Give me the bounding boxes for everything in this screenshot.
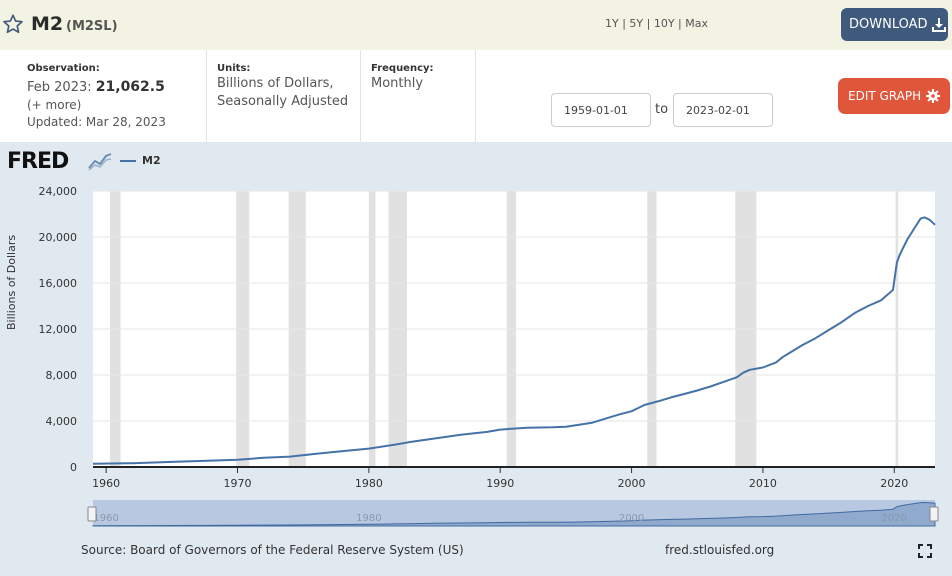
series-header: M2 (M2SL) DOWNLOAD — [0, 0, 952, 50]
more-link[interactable]: (+ more) — [27, 98, 82, 112]
series-line-m2 — [92, 216, 936, 465]
x-tick-label: 2010 — [749, 477, 777, 490]
edit-graph-label: EDIT GRAPH — [848, 89, 922, 103]
frequency-column: Frequency: Monthly — [361, 50, 476, 142]
range-1y[interactable]: 1Y — [605, 17, 619, 30]
source-note: Source: Board of Governors of the Federa… — [81, 543, 464, 557]
download-icon — [931, 17, 946, 32]
range-10y[interactable]: 10Y — [653, 17, 675, 30]
x-tick-label: 1960 — [92, 477, 120, 490]
updated-date: Updated: Mar 28, 2023 — [27, 115, 166, 129]
observation-line: Feb 2023: 21,062.5 — [27, 78, 165, 97]
observation-label: Observation: — [27, 63, 100, 74]
x-tick-label: 1970 — [223, 477, 251, 490]
x-tick-label: 1980 — [355, 477, 383, 490]
observation-date: Feb 2023: — [27, 80, 92, 95]
series-meta: Observation: Feb 2023: 21,062.5 (+ more)… — [0, 50, 952, 142]
navigator-label: 1980 — [356, 513, 381, 524]
to-label: to — [655, 102, 669, 117]
frequency-value: Monthly — [371, 76, 424, 91]
start-date-input[interactable]: 1959-01-01 — [551, 93, 651, 127]
download-button[interactable]: DOWNLOAD — [841, 8, 948, 41]
range-5y[interactable]: 5Y — [629, 17, 644, 30]
units-label: Units: — [217, 63, 251, 74]
series-title: M2 — [31, 13, 64, 35]
x-tick-label: 2000 — [618, 477, 646, 490]
x-tick-label: 2020 — [880, 477, 908, 490]
fullscreen-icon[interactable] — [918, 544, 932, 558]
frequency-label: Frequency: — [371, 63, 434, 74]
y-tick-label: 20,000 — [39, 231, 78, 244]
units-column: Units: Billions of Dollars, Seasonally A… — [207, 50, 361, 142]
navigator-label: 2000 — [619, 513, 644, 524]
observation-value: 21,062.5 — [95, 79, 165, 95]
gear-icon — [926, 89, 941, 103]
navigator-right-handle[interactable] — [929, 506, 939, 522]
series-code: (M2SL) — [66, 19, 118, 34]
navigator-label: 1960 — [93, 513, 118, 524]
site-link[interactable]: fred.stlouisfed.org — [665, 543, 775, 557]
navigator-label: 2020 — [882, 513, 907, 524]
edit-graph-button[interactable]: EDIT GRAPH — [838, 78, 950, 114]
observation-column: Observation: Feb 2023: 21,062.5 (+ more)… — [0, 50, 207, 142]
units-line2: Seasonally Adjusted — [217, 94, 349, 109]
y-tick-label: 0 — [70, 461, 77, 474]
y-tick-label: 24,000 — [39, 185, 78, 198]
x-tick-label: 1990 — [486, 477, 514, 490]
navigator-left-handle[interactable] — [87, 506, 97, 522]
units-line1: Billions of Dollars, — [217, 76, 334, 91]
y-tick-label: 16,000 — [39, 277, 78, 290]
star-outline-icon[interactable] — [2, 13, 24, 35]
legend-label: M2 — [142, 154, 161, 167]
legend-swatch — [120, 159, 136, 162]
navigator-series-area — [92, 501, 936, 527]
y-tick-label: 12,000 — [39, 323, 78, 336]
download-label: DOWNLOAD — [849, 17, 928, 32]
chart-legend: M2 — [120, 154, 161, 167]
end-date-input[interactable]: 2023-02-01 — [673, 93, 773, 127]
range-max[interactable]: Max — [685, 17, 709, 30]
fred-logo: FRED — [7, 149, 69, 174]
y-tick-label: 4,000 — [46, 415, 78, 428]
y-tick-label: 8,000 — [46, 369, 78, 382]
range-links: 1Y | 5Y | 10Y | Max — [605, 17, 709, 30]
fred-chart-logo-icon — [88, 153, 112, 171]
